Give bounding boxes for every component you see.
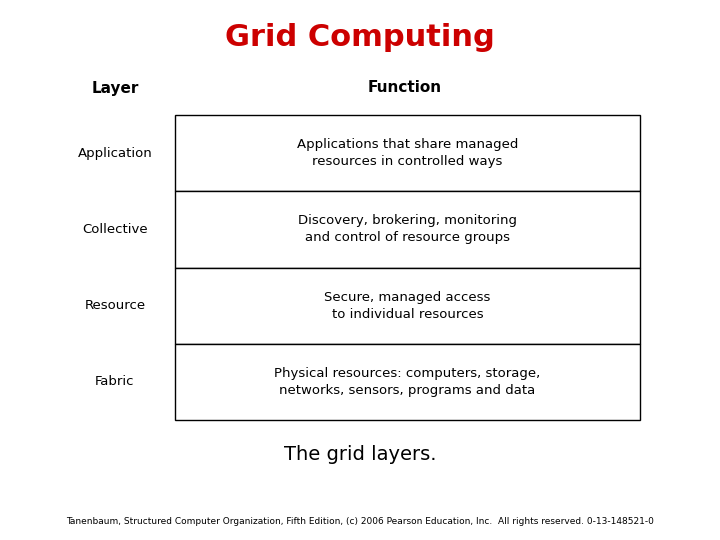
Bar: [175, 344, 640, 420]
Text: The grid layers.: The grid layers.: [284, 446, 436, 464]
Text: Layer: Layer: [91, 80, 139, 96]
Bar: [175, 115, 640, 191]
Text: Discovery, brokering, monitoring
and control of resource groups: Discovery, brokering, monitoring and con…: [298, 214, 517, 245]
Text: Secure, managed access
to individual resources: Secure, managed access to individual res…: [324, 291, 491, 321]
Text: Collective: Collective: [82, 223, 148, 236]
Text: Applications that share managed
resources in controlled ways: Applications that share managed resource…: [297, 138, 518, 168]
Bar: [175, 191, 640, 267]
Text: Application: Application: [78, 147, 153, 160]
Text: Grid Computing: Grid Computing: [225, 24, 495, 52]
Text: Fabric: Fabric: [95, 375, 135, 388]
Bar: [175, 267, 640, 344]
Text: Tanenbaum, Structured Computer Organization, Fifth Edition, (c) 2006 Pearson Edu: Tanenbaum, Structured Computer Organizat…: [66, 517, 654, 526]
Text: Resource: Resource: [84, 299, 145, 312]
Text: Physical resources: computers, storage,
networks, sensors, programs and data: Physical resources: computers, storage, …: [274, 367, 541, 397]
Text: Function: Function: [368, 80, 442, 96]
